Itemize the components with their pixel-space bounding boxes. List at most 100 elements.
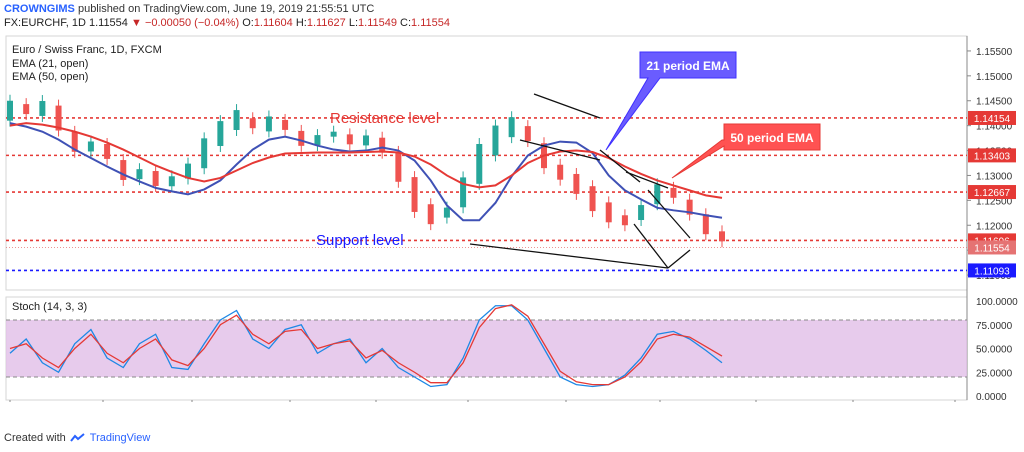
legend-title: Euro / Swiss Franc, 1D, FXCM: [12, 44, 162, 56]
close-value: 1.11554: [411, 17, 450, 29]
candle-body: [654, 184, 661, 205]
stoch-tick-label: 50.0000: [976, 345, 1013, 356]
level-price-label: 1.14154: [974, 114, 1011, 125]
stoch-band: [6, 320, 967, 377]
pattern-trendline: [519, 139, 601, 161]
legend-ema21: EMA (21, open): [12, 58, 89, 70]
candle-body: [460, 177, 467, 208]
chart-header: CROWNGIMS published on TradingView.com, …: [0, 0, 1024, 34]
y-tick-label: 1.12500: [976, 196, 1013, 207]
pattern-trendline: [599, 149, 641, 183]
level-price-label: 1.13403: [974, 151, 1011, 162]
candle-body: [443, 207, 450, 218]
pattern-trendline: [647, 189, 691, 239]
candle-body: [363, 135, 369, 146]
candle-body: [71, 131, 78, 152]
candle-body: [686, 199, 693, 215]
candle-body: [314, 135, 321, 146]
author-name[interactable]: CROWNGIMS: [4, 3, 75, 15]
pattern-trendline: [633, 223, 669, 269]
high-value: 1.11627: [306, 17, 346, 29]
pattern-trendline: [469, 243, 669, 269]
candle-body: [168, 176, 175, 187]
y-tick-label: 1.14500: [976, 97, 1013, 108]
candle-body: [379, 137, 386, 153]
candle-body: [346, 134, 353, 145]
high-label: H:: [295, 17, 307, 29]
candle-body: [670, 187, 677, 198]
candle-body: [557, 164, 564, 180]
pattern-trendline: [533, 93, 601, 119]
created-with-text: Created with: [4, 432, 66, 444]
pattern-trendline: [667, 249, 691, 269]
y-tick-label: 1.15000: [976, 72, 1013, 83]
level-price-box: [968, 263, 1016, 278]
candle-body: [265, 116, 272, 132]
y-tick-label: 1.14000: [976, 122, 1013, 133]
pattern-trendline: [625, 171, 669, 189]
level-price-label: 1.11093: [974, 266, 1010, 277]
candle-body: [55, 105, 62, 131]
candle-body: [7, 100, 13, 121]
ema50-callout-shape: [671, 123, 821, 179]
candle-body: [573, 173, 580, 194]
candle-body: [638, 205, 645, 221]
support-annotation: Support level: [316, 232, 404, 249]
candle-body: [719, 231, 725, 242]
level-price-box: [968, 185, 1016, 200]
stoch-tick-label: 100.0000: [976, 297, 1018, 308]
price-change: −0.00050 (−0.04%): [144, 17, 240, 29]
candle-body: [427, 204, 434, 225]
candle-body: [87, 141, 94, 152]
level-price-label: 1.11554: [974, 243, 1010, 254]
candle-body: [23, 104, 30, 115]
tradingview-brand[interactable]: TradingView: [89, 432, 151, 444]
candle-body: [233, 110, 240, 131]
down-triangle-icon: ▼: [130, 17, 142, 29]
y-tick-label: 1.12000: [976, 221, 1013, 232]
ema21-line: [9, 122, 723, 222]
candle-body: [330, 131, 337, 137]
symbol: FX:EURCHF, 1D: [4, 17, 86, 29]
level-price-box: [968, 240, 1016, 255]
ema21-callout-shape: [605, 51, 737, 151]
footer: Created with TradingView: [4, 432, 150, 444]
stoch-legend: Stoch (14, 3, 3): [12, 301, 88, 313]
candle-body: [605, 202, 612, 223]
candle-body: [185, 163, 191, 179]
candle-body: [136, 169, 143, 180]
stoch-tick-label: 25.0000: [976, 368, 1013, 379]
chart-canvas[interactable]: 1.155001.150001.145001.140001.135001.130…: [0, 34, 1024, 402]
resistance-annotation: Resistance level: [330, 110, 439, 127]
open-label: O:: [242, 17, 254, 29]
legend-ema50: EMA (50, open): [12, 71, 89, 83]
candle-body: [104, 143, 111, 159]
candle-body: [524, 126, 531, 142]
publisher-line: CROWNGIMS published on TradingView.com, …: [4, 3, 374, 15]
candle-body: [217, 121, 224, 147]
candle-body: [152, 171, 159, 186]
candle-body: [621, 215, 628, 226]
y-tick-label: 1.15500: [976, 47, 1013, 58]
candle-body: [282, 119, 289, 130]
candle-body: [201, 138, 208, 169]
candle-body: [395, 151, 402, 182]
candle-body: [476, 143, 483, 184]
stoch-tick-label: 75.0000: [976, 321, 1013, 332]
stoch-tick-label: 0.0000: [976, 392, 1007, 402]
close-label: C:: [400, 17, 412, 29]
published-text: published on TradingView.com, June 19, 2…: [77, 3, 375, 15]
y-tick-label: 1.13000: [976, 171, 1013, 182]
candle-body: [702, 214, 709, 235]
ema21-callout-label: 21 period EMA: [646, 59, 730, 73]
low-label: L:: [348, 17, 359, 29]
level-price-box: [968, 110, 1016, 125]
candle-body: [298, 130, 305, 146]
tradingview-logo-icon: [69, 433, 85, 442]
candle-body: [39, 101, 46, 116]
ohlc-quote: FX:EURCHF, 1D 1.11554 ▼ −0.00050 (−0.04%…: [4, 17, 450, 29]
level-price-box: [968, 148, 1016, 163]
level-price-label: 1.12667: [974, 188, 1011, 199]
low-value: 1.11549: [358, 17, 397, 29]
candle-body: [589, 186, 596, 212]
